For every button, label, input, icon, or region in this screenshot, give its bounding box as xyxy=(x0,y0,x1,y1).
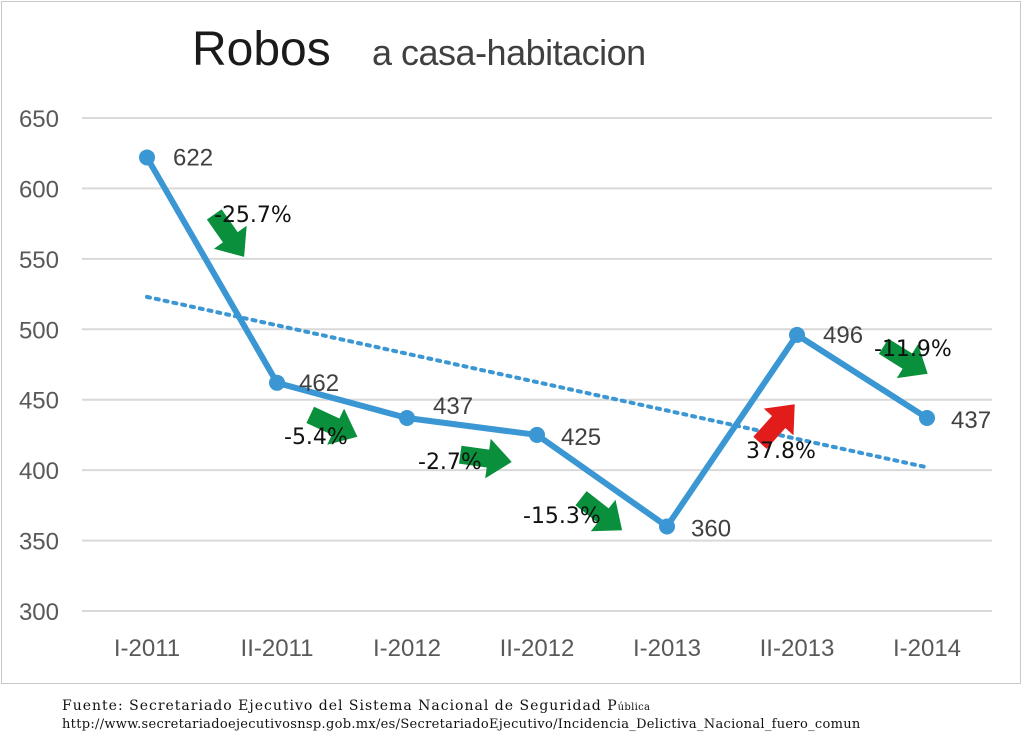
data-labels: 622 462 437 425 360 496 437 xyxy=(173,144,991,542)
x-axis: I-2011 II-2011 I-2012 II-2012 I-2013 II-2013 I… xyxy=(114,635,961,662)
trendline-line xyxy=(145,294,929,470)
source-line: Fuente: Secretariado Ejecutivo del Siste… xyxy=(62,698,618,714)
y-axis: 300 350 400 450 500 550 600 650 xyxy=(19,106,59,626)
change-arrow xyxy=(753,404,795,449)
x-tick-label: I-2014 xyxy=(893,635,961,662)
data-value-label: 462 xyxy=(299,370,339,397)
x-tick-label: II-2013 xyxy=(760,635,835,662)
data-point xyxy=(529,426,545,443)
data-point xyxy=(139,149,155,166)
data-point xyxy=(399,410,415,427)
data-value-label: 496 xyxy=(823,322,863,349)
change-arrow xyxy=(306,406,358,445)
series-line xyxy=(139,149,935,535)
chart-title: Robos xyxy=(192,23,331,76)
x-tick-label: II-2012 xyxy=(500,635,575,662)
y-tick-label: 650 xyxy=(19,106,59,133)
y-tick-label: 450 xyxy=(19,388,59,415)
gridlines xyxy=(82,117,992,612)
x-tick-label: I-2011 xyxy=(114,635,180,662)
data-value-label: 622 xyxy=(173,144,213,171)
data-value-label: 437 xyxy=(951,407,991,434)
y-tick-label: 350 xyxy=(19,529,59,556)
data-value-label: 425 xyxy=(561,424,601,451)
change-label: -25.7% xyxy=(214,203,292,228)
y-tick-label: 550 xyxy=(19,247,59,274)
chart-subtitle: a casa-habitacion xyxy=(372,32,646,73)
data-value-label: 437 xyxy=(433,393,473,420)
change-arrow xyxy=(459,438,512,479)
source-url: http://www.secretariadoejecutivosnsp.gob… xyxy=(62,717,861,732)
change-arrows: -25.7% -5.4% -2.7% -15.3% 37.8% -11.9% xyxy=(206,203,952,532)
y-tick-label: 600 xyxy=(19,176,59,203)
change-arrow xyxy=(575,491,623,532)
change-label: -2.7% xyxy=(418,450,482,475)
chart-frame xyxy=(1,1,1021,684)
data-point xyxy=(919,410,935,427)
data-point xyxy=(269,374,285,391)
change-label: -5.4% xyxy=(284,425,348,450)
x-tick-label: I-2013 xyxy=(633,635,701,662)
data-value-label: 360 xyxy=(691,515,731,542)
change-arrow xyxy=(206,209,247,257)
source-line-small: ública xyxy=(617,702,651,713)
trendline xyxy=(145,294,929,470)
change-arrow xyxy=(878,338,928,379)
source-text: Fuente: Secretariado Ejecutivo del Siste… xyxy=(62,698,650,714)
change-label: -15.3% xyxy=(523,504,601,529)
change-label: -11.9% xyxy=(874,337,952,362)
y-tick-label: 300 xyxy=(19,599,59,626)
y-tick-label: 400 xyxy=(19,458,59,485)
y-tick-label: 500 xyxy=(19,317,59,344)
x-tick-label: II-2011 xyxy=(241,635,314,662)
change-label: 37.8% xyxy=(746,439,816,464)
x-tick-label: I-2012 xyxy=(373,635,441,662)
data-point xyxy=(789,326,805,343)
data-point xyxy=(659,518,675,535)
